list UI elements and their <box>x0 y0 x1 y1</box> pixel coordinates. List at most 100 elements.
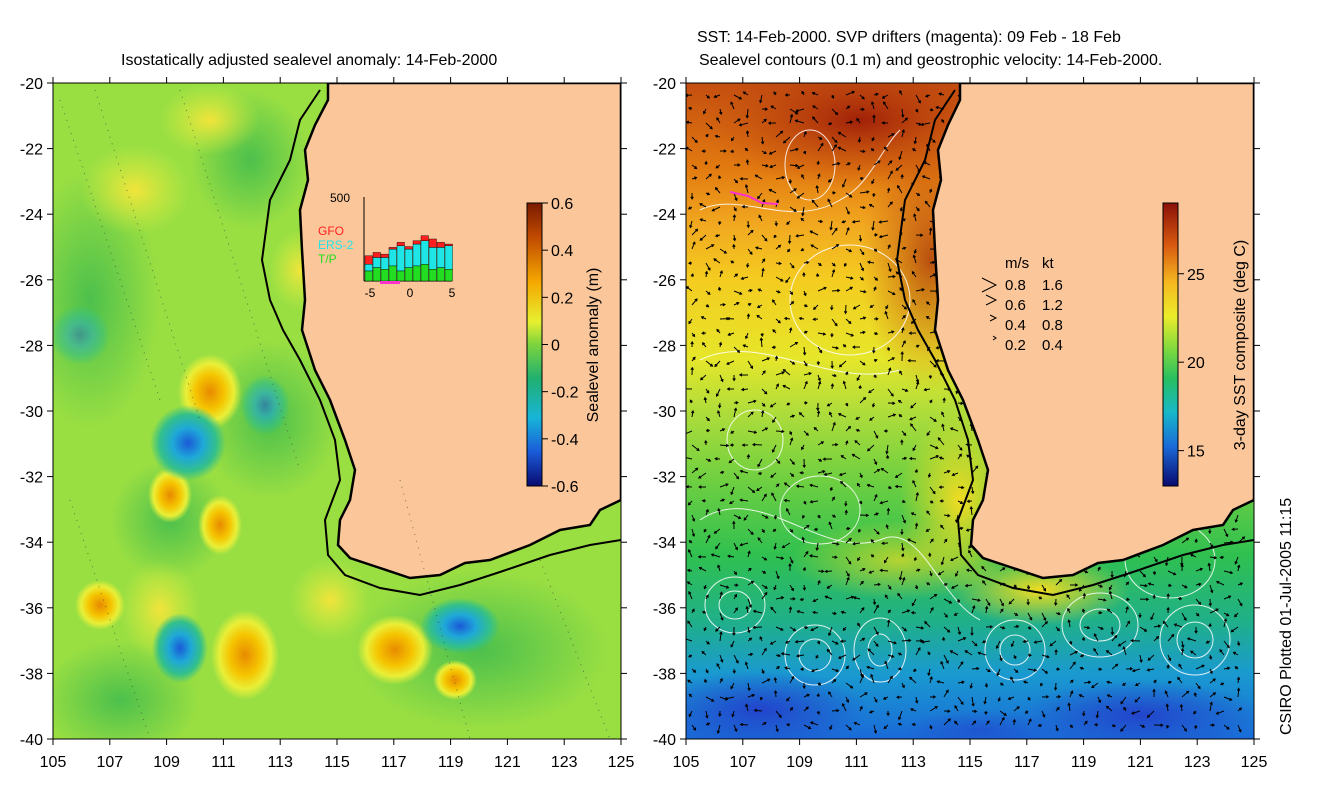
velocity-legend: m/s kt 0.8 1.6 0.6 1.2 0.4 0.8 0.2 0.4 <box>981 255 1063 350</box>
inset-bar-tp <box>396 270 405 282</box>
sst-colorbar-tick: 25 <box>1187 267 1205 284</box>
sst-colorbar-tick: 15 <box>1187 444 1205 461</box>
left-lat-tick: -26 <box>20 273 43 290</box>
left-lon-tick: 121 <box>494 754 521 771</box>
left-lon-tick: 105 <box>40 754 67 771</box>
inset-bar-gfo <box>436 242 445 248</box>
inset-bar-gfo <box>380 253 389 258</box>
left-lat-tick: -36 <box>20 601 43 618</box>
inset-bar-tp <box>388 265 397 282</box>
sea-level-anomaly-map: -20 -22 -24 -26 -28 -30 -32 -34 -36 -38 -40 105 107… <box>20 76 635 771</box>
inset-xtick: 5 <box>449 286 456 300</box>
legend-gfo: GFO <box>318 224 344 238</box>
sst-colorbar-tick: 20 <box>1187 355 1205 372</box>
sealevel-colorbar-tick: -0.2 <box>551 385 579 402</box>
right-map-title-line2: Sealevel contours (0.1 m) and geostrophi… <box>699 52 1163 69</box>
inset-bar-ers <box>444 245 453 270</box>
sealevel-colorbar-tick: 0 <box>551 338 560 355</box>
legend-speed-kt: 0.4 <box>1042 337 1063 350</box>
legend-unit-ms: m/s <box>1005 255 1029 272</box>
sealevel-colorbar-tick: -0.6 <box>551 479 579 496</box>
inset-bar-gfo <box>388 247 397 250</box>
sealevel-colorbar-tick: 0.2 <box>551 290 573 307</box>
sealevel-colorbar: 0.6 0.4 0.2 0 -0.2 -0.4 -0.6 Sealevel anomaly … <box>526 196 602 496</box>
left-lon-tick: 107 <box>96 754 123 771</box>
left-map-title: Isostatically adjusted sealevel anomaly:… <box>121 52 498 69</box>
inset-bar-tp <box>412 265 421 282</box>
left-lat-tick: -32 <box>20 470 43 487</box>
sealevel-colorbar-label: Sealevel anomaly (m) <box>585 268 602 423</box>
inset-bar-ers <box>436 247 445 268</box>
data-coverage-inset: 500 GFO ERS-2 T/P -5 0 5 <box>318 191 456 300</box>
legend-unit-kt: kt <box>1042 255 1055 272</box>
left-lat-tick: -22 <box>20 142 43 159</box>
inset-bar-tp <box>404 267 413 282</box>
inset-bar-gfo <box>412 240 421 245</box>
legend-speed-ms: 0.2 <box>1005 337 1026 350</box>
right-lat-tick: -34 <box>653 535 676 552</box>
left-lon-tick: 111 <box>211 754 235 771</box>
inset-ymax-label: 500 <box>330 191 350 205</box>
left-lon-tick: 113 <box>267 754 293 771</box>
right-lat-tick: -36 <box>653 601 676 618</box>
inset-bar-tp <box>372 267 381 282</box>
inset-bar-ers <box>396 245 405 272</box>
right-lon-tick: 125 <box>1241 754 1268 771</box>
sst-colorbar: 25 20 15 3-day SST composite (deg C) <box>1162 202 1249 487</box>
left-lon-tick: 123 <box>551 754 578 771</box>
left-lat-tick: -30 <box>20 404 43 421</box>
legend-speed-kt: 1.6 <box>1042 277 1063 294</box>
right-lat-tick: -22 <box>653 142 676 159</box>
right-lon-tick: 121 <box>1127 754 1154 771</box>
inset-bar-gfo <box>372 252 381 258</box>
sst-colorbar-label: 3-day SST composite (deg C) <box>1232 240 1249 450</box>
right-lat-tick: -26 <box>653 273 676 290</box>
right-lon-tick: 111 <box>844 754 868 771</box>
inset-bar-tp <box>428 269 437 282</box>
left-lat-tick: -38 <box>20 666 43 683</box>
sst-map: -20 -22 -24 -26 -28 -30 -32 -34 -36 -38 -40 105 107… <box>653 76 1268 771</box>
right-lat-tick: -38 <box>653 666 676 683</box>
inset-bar-ers <box>404 248 413 268</box>
legend-speed-kt: 0.8 <box>1042 317 1063 334</box>
inset-bar-ers <box>412 243 421 267</box>
inset-bar-tp <box>436 267 445 282</box>
right-lon-tick: 113 <box>900 754 926 771</box>
legend-speed-ms: 0.4 <box>1005 317 1026 334</box>
right-lat-tick: -30 <box>653 404 676 421</box>
left-lat-tick: -28 <box>20 338 43 355</box>
right-map-title-line1: SST: 14-Feb-2000. SVP drifters (magenta)… <box>697 29 1121 46</box>
inset-bar-ers <box>428 247 437 270</box>
right-lon-tick: 107 <box>729 754 756 771</box>
inset-bar-gfo <box>364 255 373 265</box>
inset-bar-ers <box>420 240 429 265</box>
left-lat-tick: -40 <box>20 732 43 749</box>
inset-bar-ers <box>364 263 373 272</box>
inset-bar-gfo <box>428 238 437 248</box>
inset-bar-gfo <box>396 242 405 246</box>
left-lat-tick: -20 <box>20 76 43 93</box>
right-lon-tick: 109 <box>786 754 813 771</box>
sealevel-colorbar-tick: 0.4 <box>551 243 573 260</box>
left-lon-tick: 109 <box>153 754 180 771</box>
right-lon-tick: 123 <box>1184 754 1211 771</box>
inset-bar-tp <box>380 269 389 282</box>
right-lon-tick: 119 <box>1071 754 1097 771</box>
right-lat-tick: -40 <box>653 732 676 749</box>
left-lon-tick: 117 <box>381 754 407 771</box>
inset-bar-tp <box>420 263 429 282</box>
inset-bar-tp <box>444 269 453 282</box>
inset-bar-ers <box>388 248 397 267</box>
inset-bar-gfo <box>420 235 429 241</box>
left-lat-tick: -24 <box>20 207 43 224</box>
right-lon-tick: 115 <box>957 754 983 771</box>
sealevel-colorbar-tick: -0.4 <box>551 432 579 449</box>
inset-bar-gfo <box>404 246 413 250</box>
right-lat-tick: -32 <box>653 470 676 487</box>
legend-ers2: ERS-2 <box>318 238 354 252</box>
left-lat-tick: -34 <box>20 535 43 552</box>
plot-credit: CSIRO Plotted 01-Jul-2005 11:15 <box>1278 497 1295 735</box>
left-lon-tick: 125 <box>608 754 635 771</box>
inset-bar-gfo <box>444 243 453 246</box>
legend-tp: T/P <box>318 252 337 266</box>
